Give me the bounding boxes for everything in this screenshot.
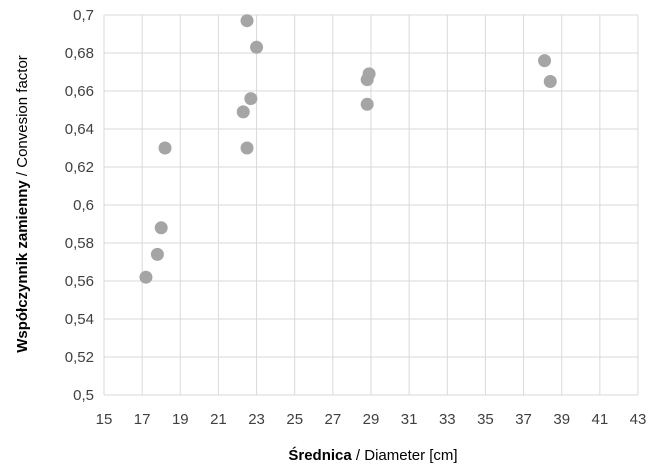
x-axis-title-bold: Średnica	[288, 446, 352, 464]
x-axis-tick-labels: 15 17 19 21 23 25 27 29 31 33 35 37 39 41 43	[96, 411, 647, 428]
x-tick-label: 31	[401, 411, 418, 428]
x-tick-label: 43	[630, 411, 647, 428]
x-tick-label: 39	[553, 411, 570, 428]
data-point	[538, 54, 552, 68]
data-point	[360, 97, 374, 111]
y-axis-title: Współczynnik zamienny / Convesion factor	[14, 55, 31, 353]
y-tick-label: 0,64	[65, 121, 94, 138]
data-point	[154, 221, 168, 235]
data-point	[240, 14, 254, 28]
y-tick-label: 0,56	[65, 273, 94, 290]
x-tick-label: 35	[477, 411, 494, 428]
x-tick-label: 37	[515, 411, 532, 428]
y-tick-label: 0,6	[73, 197, 94, 214]
x-tick-label: 29	[363, 411, 380, 428]
y-axis-title-bold: Współczynnik zamienny	[14, 180, 31, 353]
data-point	[236, 105, 250, 119]
data-point	[244, 92, 258, 106]
y-tick-label: 0,52	[65, 349, 94, 366]
gridlines	[103, 14, 639, 396]
y-tick-label: 0,62	[65, 159, 94, 176]
x-tick-label: 41	[592, 411, 609, 428]
x-axis-title: Średnica / Diameter [cm]	[288, 446, 457, 464]
data-point	[240, 141, 254, 155]
x-tick-label: 25	[286, 411, 303, 428]
y-tick-label: 0,7	[73, 7, 94, 24]
y-tick-label: 0,54	[65, 311, 94, 328]
y-tick-label: 0,58	[65, 235, 94, 252]
x-axis-title-rest: / Diameter [cm]	[352, 447, 458, 464]
data-points	[139, 14, 557, 284]
x-tick-label: 23	[248, 411, 265, 428]
data-point	[158, 141, 172, 155]
data-point	[543, 75, 557, 88]
x-tick-label: 21	[210, 411, 227, 428]
y-tick-label: 0,68	[65, 45, 94, 62]
data-point	[250, 40, 264, 54]
x-tick-label: 15	[96, 411, 113, 428]
x-tick-label: 19	[172, 411, 189, 428]
data-point	[139, 270, 153, 284]
y-axis-title-rest: / Convesion factor	[14, 55, 31, 180]
y-axis-tick-labels: 0,5 0,52 0,54 0,56 0,58 0,6 0,62 0,64 0,66 0,68 0,…	[65, 7, 94, 404]
data-point	[150, 247, 164, 261]
x-tick-label: 33	[439, 411, 456, 428]
y-tick-label: 0,66	[65, 83, 94, 100]
x-tick-label: 27	[325, 411, 342, 428]
y-tick-label: 0,5	[73, 387, 94, 404]
data-point	[362, 67, 376, 81]
x-tick-label: 17	[134, 411, 151, 428]
